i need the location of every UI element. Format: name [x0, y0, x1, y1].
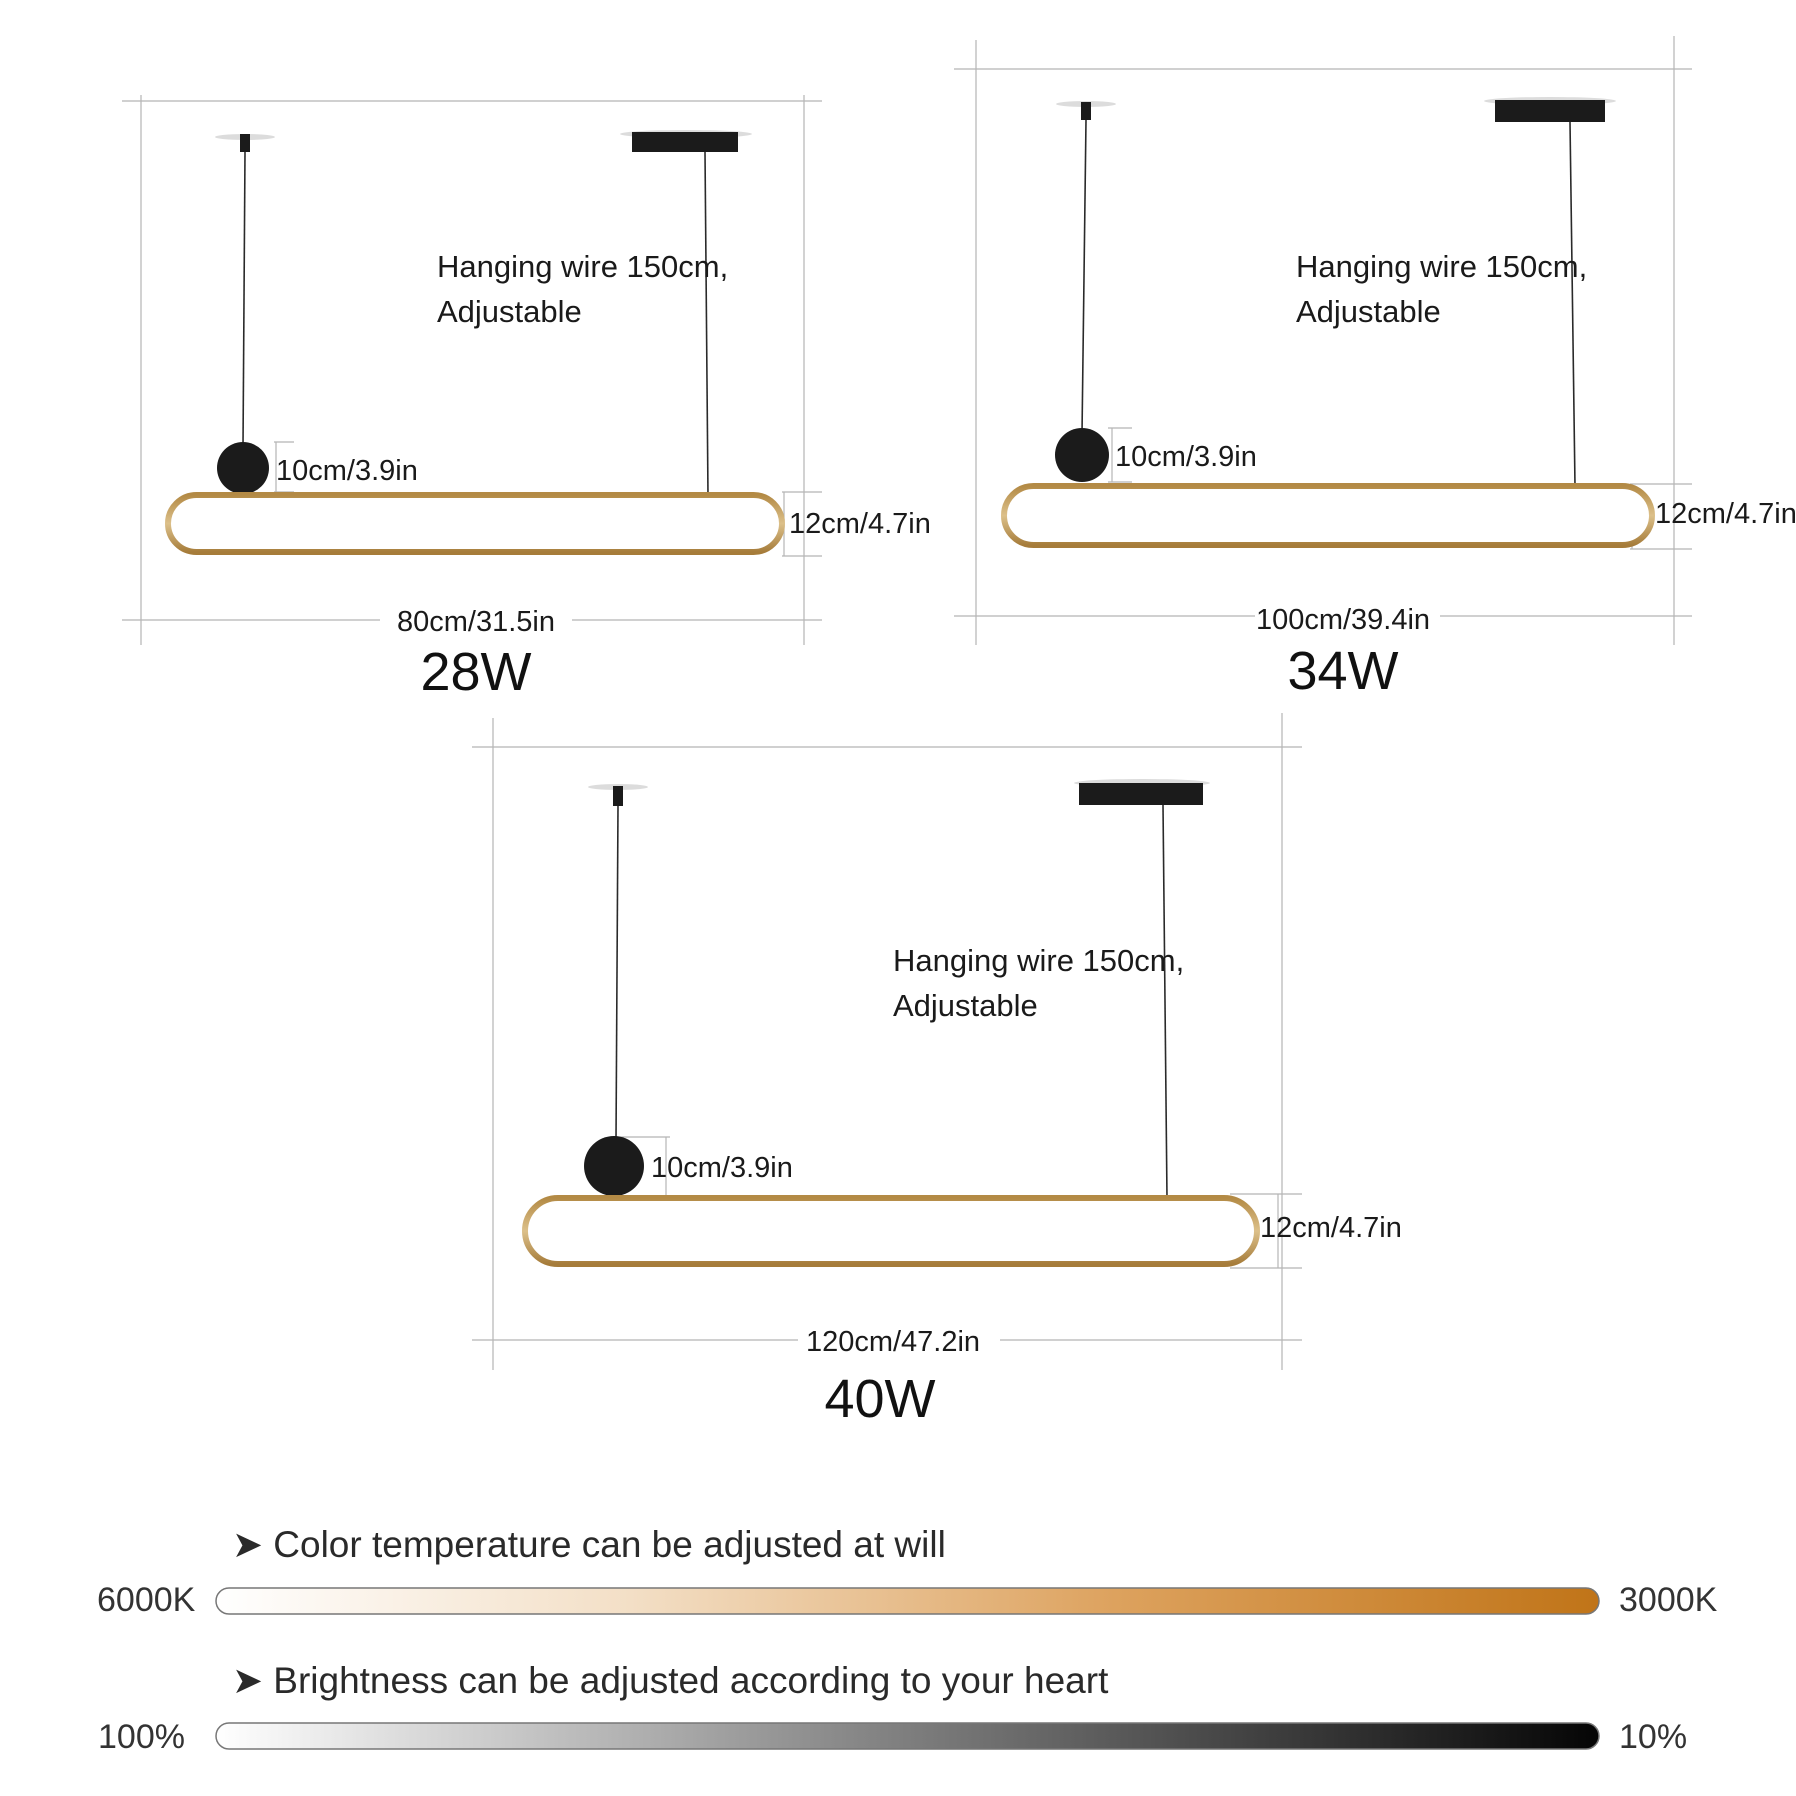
wattage-label: 34W	[1287, 641, 1398, 701]
hanging-wire-left	[242, 151, 246, 448]
wattage-label: 28W	[420, 642, 531, 702]
length-dimension-label: 100cm/39.4in	[1256, 604, 1430, 636]
height-dimension-label: 12cm/4.7in	[789, 508, 931, 540]
wire-note-line2: Adjustable	[437, 294, 582, 329]
brightness-gradient-bar	[215, 1722, 1600, 1750]
ceiling-hook	[215, 134, 275, 152]
gold-ring-bar	[165, 492, 785, 555]
wire-note-line2: Adjustable	[893, 988, 1038, 1023]
hanging-wire-left	[1081, 119, 1087, 435]
black-ball	[217, 442, 269, 494]
fixture-28w: Hanging wire 150cm, Adjustable 10cm/3.9i…	[122, 95, 931, 702]
hanging-wire-right	[704, 151, 709, 497]
guide-frame	[122, 95, 822, 645]
length-dimension-label: 80cm/31.5in	[397, 606, 555, 638]
color-temperature-title: ➤ Color temperature can be adjusted at w…	[232, 1524, 946, 1565]
ceiling-hook	[1056, 101, 1116, 120]
ball-dimension-label: 10cm/3.9in	[276, 455, 418, 487]
wire-note-line1: Hanging wire 150cm,	[1296, 249, 1587, 284]
ball-dimension-label: 10cm/3.9in	[1115, 441, 1257, 473]
brightness-title: ➤ Brightness can be adjusted according t…	[232, 1660, 1109, 1701]
brightness-left-label: 100%	[98, 1718, 185, 1756]
color-temperature-scale: ➤ Color temperature can be adjusted at w…	[97, 1524, 1718, 1619]
wattage-label: 40W	[824, 1369, 935, 1429]
black-ball	[584, 1136, 644, 1196]
hanging-wire-left	[615, 805, 619, 1141]
guide-frame	[954, 36, 1692, 645]
brightness-right-label: 10%	[1619, 1718, 1687, 1756]
temperature-left-label: 6000K	[97, 1581, 196, 1619]
ceiling-canopy	[1484, 97, 1616, 122]
wire-note-line1: Hanging wire 150cm,	[893, 943, 1184, 978]
hanging-wire-right	[1162, 804, 1168, 1199]
ceiling-hook	[588, 784, 648, 806]
gold-ring-bar	[522, 1195, 1260, 1267]
length-dimension-label: 120cm/47.2in	[806, 1326, 980, 1358]
ceiling-canopy	[620, 130, 752, 152]
fixture-34w: Hanging wire 150cm, Adjustable 10cm/3.9i…	[954, 36, 1796, 701]
height-dimension-label: 12cm/4.7in	[1655, 498, 1796, 530]
black-ball	[1055, 428, 1109, 482]
fixture-40w: Hanging wire 150cm, Adjustable 10cm/3.9i…	[472, 713, 1402, 1429]
temperature-gradient-bar	[215, 1587, 1600, 1615]
hanging-wire-right	[1569, 121, 1576, 487]
temperature-right-label: 3000K	[1619, 1581, 1718, 1619]
wire-note-line1: Hanging wire 150cm,	[437, 249, 728, 284]
wire-note-line2: Adjustable	[1296, 294, 1441, 329]
ball-dimension-label: 10cm/3.9in	[651, 1152, 793, 1184]
guide-frame	[472, 713, 1302, 1370]
ceiling-canopy	[1074, 779, 1210, 805]
height-dimension-label: 12cm/4.7in	[1260, 1212, 1402, 1244]
gold-ring-bar	[1001, 483, 1655, 548]
brightness-scale: ➤ Brightness can be adjusted according t…	[98, 1660, 1687, 1756]
